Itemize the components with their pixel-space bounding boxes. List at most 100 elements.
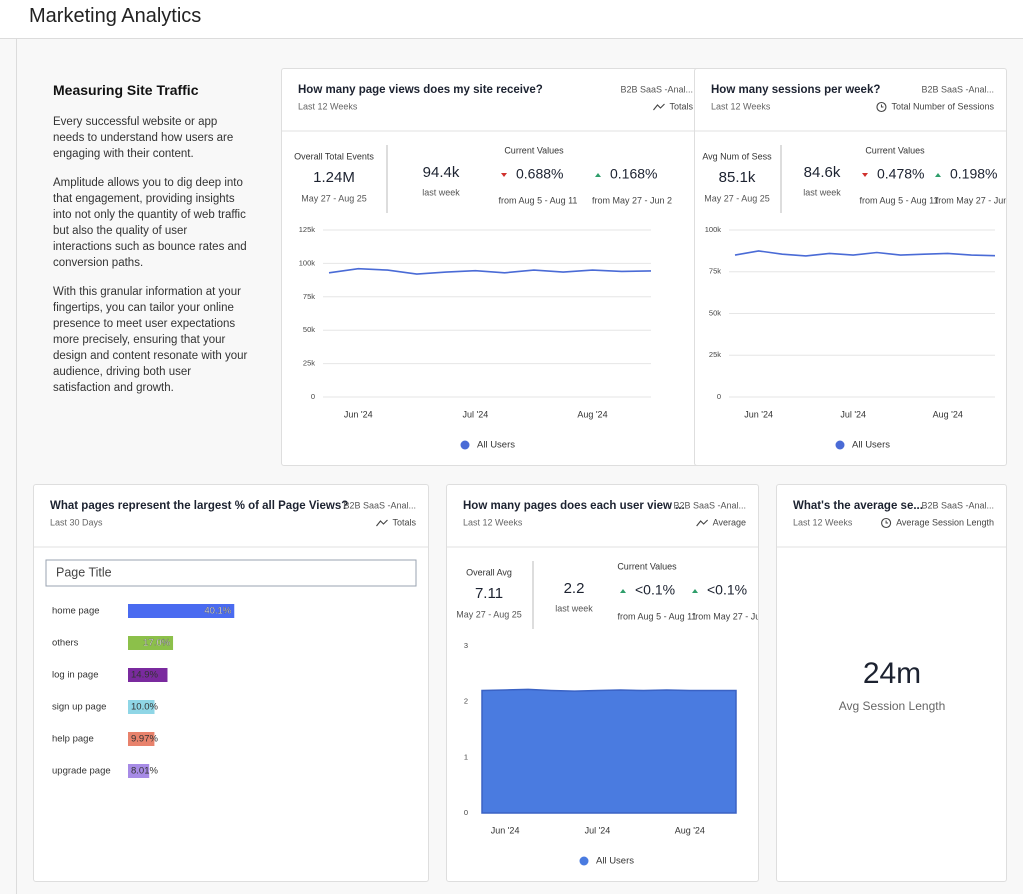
intro-paragraph: With this granular information at your f… bbox=[53, 286, 248, 394]
intro-paragraph: Amplitude allows you to dig deep into th… bbox=[53, 177, 247, 269]
y-tick-label: 1 bbox=[464, 752, 468, 761]
x-tick-label: Jul '24 bbox=[462, 409, 488, 419]
stat-label: Overall Avg bbox=[466, 567, 512, 577]
change-range: from Aug 5 - Aug 11 bbox=[860, 195, 939, 205]
change-range: from May 27 - Jun 2 bbox=[592, 195, 672, 205]
x-tick-label: Aug '24 bbox=[933, 409, 963, 419]
bar bbox=[128, 700, 155, 714]
chart-card: How many page views does my site receive… bbox=[281, 68, 706, 466]
stat-value: 1.24M bbox=[313, 169, 355, 186]
stat-range: May 27 - Aug 25 bbox=[301, 193, 367, 203]
legend-swatch bbox=[460, 440, 470, 450]
card-canvas: How many sessions per week? Last 12 Weeks… bbox=[695, 84, 1007, 451]
y-tick-label: 25k bbox=[303, 359, 315, 368]
card-metric: Total Number of Sessions bbox=[891, 101, 994, 111]
legend-label: All Users bbox=[477, 440, 515, 451]
card-canvas: How many page views does my site receive… bbox=[282, 84, 705, 451]
legend-label: All Users bbox=[852, 440, 890, 451]
card-title: What pages represent the largest % of al… bbox=[50, 500, 348, 512]
change-arrow bbox=[862, 173, 868, 177]
chart-card: How many pages does each user view ... La… bbox=[446, 484, 759, 882]
y-tick-label: 25k bbox=[709, 350, 721, 359]
y-tick-label: 75k bbox=[709, 267, 721, 276]
change-value: 0.478% bbox=[877, 166, 924, 182]
legend-swatch bbox=[579, 856, 589, 866]
stat-value: 94.4k bbox=[423, 164, 460, 181]
bar bbox=[128, 604, 235, 618]
change-range: from Aug 5 - Aug 11 bbox=[499, 195, 578, 205]
card-subtitle: Last 12 Weeks bbox=[463, 517, 523, 527]
metric-icon bbox=[653, 103, 665, 111]
metric-icon bbox=[880, 104, 884, 108]
stat-label: Current Values bbox=[865, 145, 925, 155]
y-tick-label: 0 bbox=[464, 808, 468, 817]
stat-range: May 27 - Aug 25 bbox=[456, 609, 522, 619]
change-arrow bbox=[595, 173, 601, 177]
legend-swatch bbox=[835, 440, 845, 450]
bar bbox=[128, 764, 150, 778]
value-label: 10.0% bbox=[131, 702, 158, 713]
card-source: B2B SaaS -Anal... bbox=[343, 500, 416, 510]
change-arrow bbox=[501, 173, 507, 177]
y-tick-label: 100k bbox=[299, 258, 316, 267]
x-tick-label: Jun '24 bbox=[344, 409, 373, 419]
change-range: from May 27 - Jun bbox=[693, 611, 759, 621]
x-tick-label: Jun '24 bbox=[491, 825, 520, 835]
change-range: from May 27 - Jun bbox=[936, 195, 1007, 205]
kpi-value: 24m bbox=[863, 657, 921, 690]
line bbox=[328, 267, 652, 275]
change-value: <0.1% bbox=[635, 582, 675, 598]
card-subtitle: Last 12 Weeks bbox=[711, 101, 771, 111]
stat-label: last week bbox=[803, 187, 841, 197]
y-tick-label: 100k bbox=[705, 225, 722, 234]
row-label: sign up page bbox=[52, 702, 106, 713]
row-label: home page bbox=[52, 606, 100, 617]
bar bbox=[128, 636, 174, 650]
row-label: log in page bbox=[52, 670, 98, 681]
card-title: What's the average se... bbox=[793, 500, 923, 512]
y-tick-label: 0 bbox=[717, 392, 721, 401]
chart-card: What pages represent the largest % of al… bbox=[33, 484, 429, 882]
change-arrow bbox=[935, 173, 941, 177]
row-label: upgrade page bbox=[52, 766, 111, 777]
divider bbox=[16, 38, 17, 894]
value-label: 8.01% bbox=[131, 766, 158, 777]
change-value: 0.688% bbox=[516, 166, 563, 182]
stat-range: May 27 - Aug 25 bbox=[704, 193, 770, 203]
card-metric: Average bbox=[713, 517, 746, 527]
card-source: B2B SaaS -Anal... bbox=[921, 84, 994, 94]
card-canvas: What's the average se... Last 12 Weeks B2B… bbox=[777, 500, 1006, 713]
page-title: Marketing Analytics bbox=[29, 5, 202, 27]
kpi-label: Avg Session Length bbox=[839, 699, 946, 713]
stat-label: last week bbox=[555, 603, 593, 613]
metric-icon bbox=[885, 520, 889, 524]
stat-value: 7.11 bbox=[475, 585, 503, 602]
chart-card: How many sessions per week? Last 12 Weeks… bbox=[694, 68, 1007, 466]
card-title: How many page views does my site receive… bbox=[298, 84, 543, 96]
card-subtitle: Last 12 Weeks bbox=[793, 517, 853, 527]
y-tick-label: 2 bbox=[464, 697, 468, 706]
value-label: 9.97% bbox=[131, 734, 158, 745]
value-label: 14.9% bbox=[131, 670, 158, 681]
change-value: 0.198% bbox=[950, 166, 997, 182]
card-metric: Totals bbox=[392, 517, 416, 527]
change-arrow bbox=[620, 589, 626, 593]
card-metric: Totals bbox=[669, 101, 693, 111]
stat-value: 2.2 bbox=[564, 580, 585, 597]
metric-icon bbox=[696, 519, 709, 527]
card-source: B2B SaaS -Anal... bbox=[921, 500, 994, 510]
y-tick-label: 0 bbox=[311, 392, 315, 401]
card-source: B2B SaaS -Anal... bbox=[620, 84, 693, 94]
x-tick-label: Aug '24 bbox=[675, 825, 705, 835]
stat-label: Current Values bbox=[504, 145, 564, 155]
y-tick-label: 125k bbox=[299, 225, 316, 234]
value-label: 40.1% bbox=[204, 606, 231, 617]
x-tick-label: Jul '24 bbox=[585, 825, 611, 835]
column-header: Page Title bbox=[56, 565, 112, 579]
change-arrow bbox=[692, 589, 698, 593]
x-tick-label: Jun '24 bbox=[744, 409, 773, 419]
line bbox=[734, 250, 996, 257]
card-metric: Average Session Length bbox=[896, 517, 994, 527]
x-tick-label: Aug '24 bbox=[577, 409, 607, 419]
